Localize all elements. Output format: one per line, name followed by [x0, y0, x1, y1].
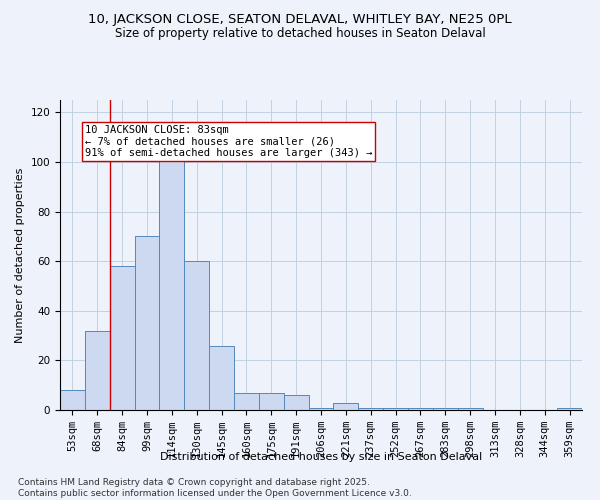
Bar	[85, 330, 110, 410]
Bar	[134, 236, 160, 410]
Bar	[184, 261, 209, 410]
Bar	[358, 408, 383, 410]
Bar	[383, 408, 408, 410]
Bar	[308, 408, 334, 410]
Bar	[458, 408, 482, 410]
Bar	[110, 266, 134, 410]
Bar	[234, 392, 259, 410]
Bar	[284, 395, 308, 410]
Text: 10 JACKSON CLOSE: 83sqm
← 7% of detached houses are smaller (26)
91% of semi-det: 10 JACKSON CLOSE: 83sqm ← 7% of detached…	[85, 125, 373, 158]
Text: 10, JACKSON CLOSE, SEATON DELAVAL, WHITLEY BAY, NE25 0PL: 10, JACKSON CLOSE, SEATON DELAVAL, WHITL…	[88, 12, 512, 26]
Bar	[259, 392, 284, 410]
Bar	[209, 346, 234, 410]
Bar	[408, 408, 433, 410]
Bar	[334, 402, 358, 410]
Text: Size of property relative to detached houses in Seaton Delaval: Size of property relative to detached ho…	[115, 28, 485, 40]
Text: Contains HM Land Registry data © Crown copyright and database right 2025.
Contai: Contains HM Land Registry data © Crown c…	[18, 478, 412, 498]
Y-axis label: Number of detached properties: Number of detached properties	[15, 168, 25, 342]
Bar	[557, 408, 582, 410]
Bar	[60, 390, 85, 410]
Bar	[160, 144, 184, 410]
Bar	[433, 408, 458, 410]
Text: Distribution of detached houses by size in Seaton Delaval: Distribution of detached houses by size …	[160, 452, 482, 462]
